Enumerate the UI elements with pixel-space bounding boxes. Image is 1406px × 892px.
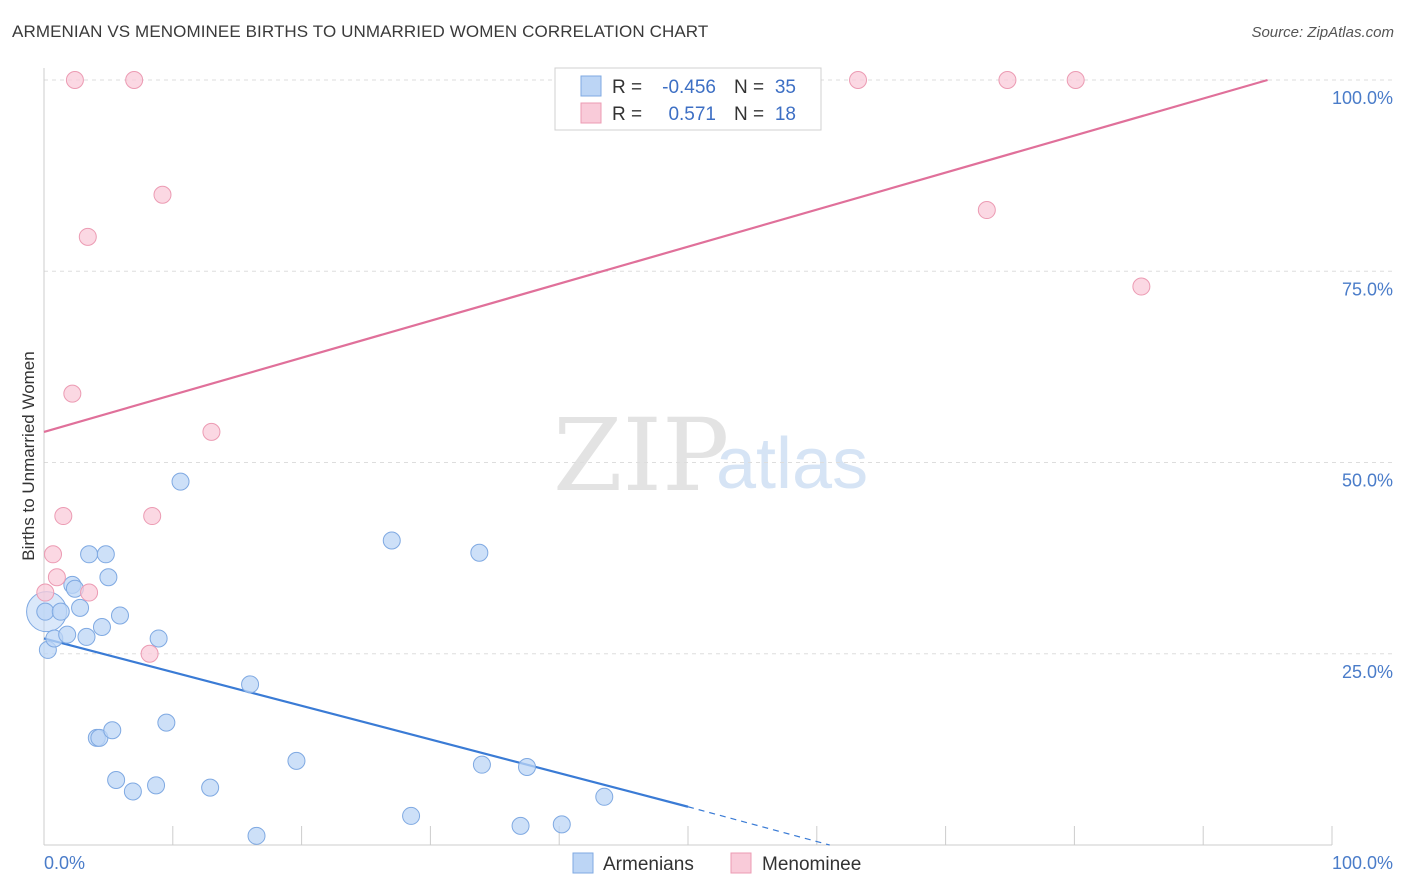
point-menominee-16 <box>1066 71 1085 89</box>
trend-lines <box>43 78 1268 846</box>
y-tick-label-50: 50.0% <box>1342 471 1393 491</box>
chart-source: Source: ZipAtlas.com <box>1251 24 1394 41</box>
point-armenians-9 <box>80 545 99 564</box>
point-menominee-17 <box>1132 277 1151 296</box>
legend-swatch-armenians <box>580 75 602 97</box>
point-armenians-28 <box>402 806 421 825</box>
point-menominee-9 <box>140 644 159 663</box>
legend-swatch-menominee <box>580 102 602 124</box>
point-armenians-23 <box>201 778 220 797</box>
legend-n-label-armenians: N = <box>734 77 764 98</box>
legend-r-value-armenians: -0.456 <box>662 77 716 98</box>
point-armenians-4 <box>58 625 77 644</box>
point-armenians-20 <box>149 629 168 648</box>
grid-lines <box>44 79 1395 655</box>
point-armenians-34 <box>595 787 614 806</box>
legend-r-label-menominee: R = <box>612 104 642 125</box>
point-menominee-5 <box>65 71 84 89</box>
y-axis-label: Births to Unmarried Women <box>19 351 38 560</box>
point-menominee-10 <box>143 507 162 526</box>
point-armenians-25 <box>247 826 266 845</box>
series-legend: Armenians Menominee <box>572 852 861 875</box>
point-armenians-13 <box>96 545 115 564</box>
trendline-armenians <box>43 637 689 808</box>
point-menominee-0 <box>36 583 55 602</box>
point-armenians-7 <box>71 598 90 617</box>
point-menominee-11 <box>153 185 172 204</box>
legend-r-label-armenians: R = <box>612 77 642 98</box>
point-menominee-4 <box>63 384 82 403</box>
legend-n-value-menominee: 18 <box>775 104 796 125</box>
point-menominee-14 <box>977 201 996 220</box>
point-menominee-15 <box>998 71 1017 89</box>
data-points <box>26 71 1151 845</box>
point-menominee-3 <box>54 507 73 526</box>
point-armenians-22 <box>171 472 190 491</box>
watermark-atlas: atlas <box>716 424 868 504</box>
point-menominee-2 <box>47 568 66 587</box>
series-legend-swatch-armenians <box>572 852 594 874</box>
y-tick-label-100: 100.0% <box>1332 88 1393 108</box>
trendline-menominee <box>43 78 1268 433</box>
point-menominee-1 <box>44 545 63 564</box>
y-tick-label-25: 25.0% <box>1342 662 1393 682</box>
series-legend-label-armenians: Armenians <box>603 854 694 875</box>
point-armenians-31 <box>511 816 530 835</box>
trendline-armenians-extrapolated <box>687 806 830 846</box>
point-menominee-12 <box>202 422 221 441</box>
point-menominee-7 <box>80 583 99 602</box>
legend-r-value-menominee: 0.571 <box>668 104 716 125</box>
x-tick-label-min: 0.0% <box>44 853 85 873</box>
legend-n-label-menominee: N = <box>734 104 764 125</box>
watermark-zip: ZIP <box>553 397 729 514</box>
point-armenians-3 <box>51 602 70 621</box>
point-armenians-24 <box>241 675 260 694</box>
point-armenians-17 <box>110 606 129 625</box>
point-armenians-32 <box>518 757 536 776</box>
point-armenians-21 <box>157 713 176 732</box>
tick-labels: 25.0% 50.0% 75.0% 100.0% 0.0% 100.0% <box>44 88 1393 873</box>
legend-n-value-armenians: 35 <box>775 77 796 98</box>
point-armenians-26 <box>287 751 306 770</box>
point-menominee-6 <box>78 227 97 246</box>
point-armenians-0 <box>36 602 55 621</box>
point-menominee-8 <box>125 71 144 89</box>
point-menominee-13 <box>849 71 868 89</box>
point-armenians-29 <box>470 543 489 562</box>
point-armenians-15 <box>103 721 122 740</box>
correlation-legend: R = -0.456 N = 35 R = 0.571 N = 18 <box>554 67 822 131</box>
point-armenians-18 <box>123 782 142 801</box>
series-legend-label-menominee: Menominee <box>762 854 861 875</box>
point-armenians-16 <box>107 770 126 789</box>
point-armenians-14 <box>99 568 118 587</box>
point-armenians-8 <box>77 627 96 646</box>
point-armenians-19 <box>147 776 166 795</box>
point-armenians-30 <box>472 755 491 774</box>
point-armenians-33 <box>552 815 571 834</box>
series-legend-swatch-menominee <box>730 852 752 874</box>
y-tick-label-75: 75.0% <box>1342 279 1393 299</box>
watermark: ZIP atlas <box>553 397 868 514</box>
point-armenians-27 <box>382 531 401 550</box>
point-armenians-12 <box>92 617 111 636</box>
chart-title: ARMENIAN VS MENOMINEE BIRTHS TO UNMARRIE… <box>12 22 709 41</box>
x-tick-label-max: 100.0% <box>1332 853 1393 873</box>
